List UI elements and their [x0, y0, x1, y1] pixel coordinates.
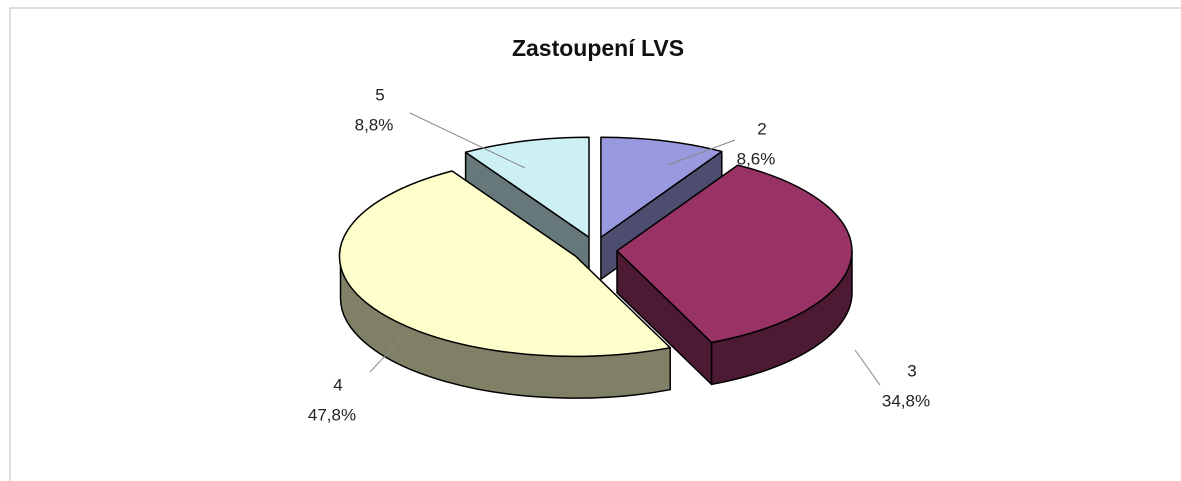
- slice-value: 8,6%: [737, 149, 776, 168]
- slice-label: 5: [375, 85, 384, 104]
- slice: [616, 164, 853, 344]
- leader-line: [667, 139, 736, 166]
- chart-frame: [9, 7, 1181, 481]
- slice-value: 8,8%: [355, 115, 394, 134]
- leader-line: [854, 349, 881, 386]
- slice: [338, 170, 671, 358]
- slice-label: 3: [907, 361, 916, 380]
- slice: [600, 136, 723, 239]
- slice: [464, 136, 590, 239]
- slice-value: 47,8%: [308, 405, 356, 424]
- leader-line: [369, 339, 401, 373]
- slice-value: 34,8%: [882, 391, 930, 410]
- slice-label: 2: [757, 119, 766, 138]
- leader-line: [409, 112, 526, 169]
- chart-title: Zastoupení LVS: [512, 35, 684, 61]
- slice-label: 4: [333, 375, 342, 394]
